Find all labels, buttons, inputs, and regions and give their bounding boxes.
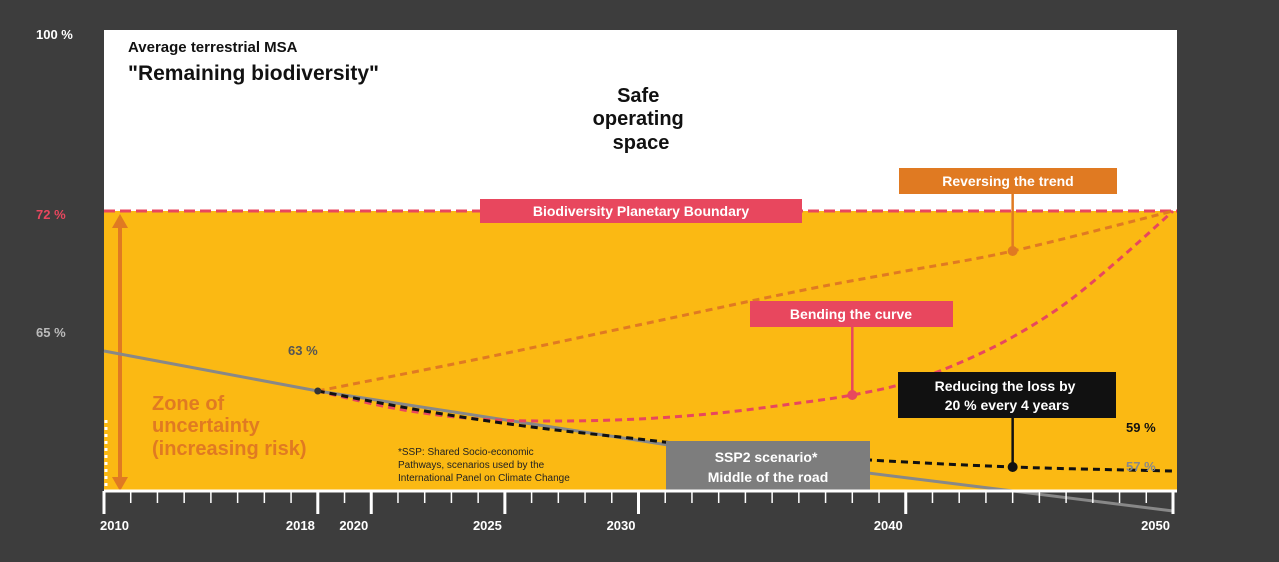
boundary-label: Biodiversity Planetary Boundary [533, 203, 750, 219]
uncertainty-label-line: (increasing risk) [152, 438, 307, 460]
x-tick-label: 2040 [874, 518, 903, 533]
chart-title: Average terrestrial MSA [128, 39, 298, 56]
x-tick-label: 2010 [100, 518, 129, 533]
callout-ssp2-bg [666, 441, 870, 491]
callout-reversing-label: Reversing the trend [942, 173, 1073, 189]
y-label-65: 65 % [36, 325, 66, 340]
callout-reversing: Reversing the trend [899, 168, 1117, 194]
callout-reducing-bg [898, 372, 1116, 418]
callout-bending: Bending the curve [750, 301, 953, 327]
safe-space-label-line: space [613, 132, 670, 154]
uncertainty-label-line: Zone of [152, 393, 225, 415]
callout-ssp2-line: SSP2 scenario* [715, 449, 818, 465]
start-point-marker [314, 387, 322, 395]
start-value-label: 63 % [288, 343, 318, 358]
callout-ssp2-label: SSP2 scenario* Middle of the road [708, 449, 829, 485]
callout-bending-label: Bending the curve [790, 306, 912, 322]
callout-ssp2: SSP2 scenario* Middle of the road [666, 441, 870, 491]
chart-subtitle: "Remaining biodiversity" [128, 62, 379, 85]
y-label-72: 72 % [36, 207, 66, 222]
ssp-footnote: *SSP: Shared Socio-economic Pathways, sc… [398, 447, 570, 484]
boundary-label-bg [480, 199, 802, 223]
uncertainty-zone-label: Zone of uncertainty (increasing risk) [152, 393, 307, 460]
x-axis: 2010 2018 2020 2025 2030 2040 2050 [100, 489, 1177, 533]
x-tick-label: 2030 [607, 518, 636, 533]
uncertainty-zone-area [104, 211, 1177, 491]
callout-reducing-line: 20 % every 4 years [945, 397, 1070, 413]
x-tick-label: 2018 [286, 518, 315, 533]
x-tick-label: 2025 [473, 518, 502, 533]
boundary-label-box: Biodiversity Planetary Boundary [480, 199, 802, 223]
series-line-bending-the-curve [317, 209, 1175, 423]
uncertainty-label-line: uncertainty [152, 415, 261, 437]
safe-space-label: Safe operating space [593, 85, 690, 154]
callout-reducing-line: Reducing the loss by [935, 378, 1076, 394]
series-marker-reversing-the-trend [1007, 246, 1018, 256]
uncertainty-arrow [112, 214, 128, 491]
footnote-line: Pathways, scenarios used by the [398, 460, 545, 471]
series-marker-reducing-the-loss-by [1007, 462, 1018, 472]
footnote-line: *SSP: Shared Socio-economic [398, 447, 534, 458]
callout-bending-bg [750, 301, 953, 327]
series-line-ssp2-scenario [103, 349, 1174, 513]
callout-reducing: Reducing the loss by 20 % every 4 years [898, 372, 1116, 418]
end-value-label-ssp2: 57 % [1126, 459, 1156, 474]
callout-ssp2-line: Middle of the road [708, 469, 829, 485]
x-tick-label: 2020 [339, 518, 368, 533]
y-label-100: 100 % [36, 27, 73, 42]
safe-space-label-line: operating [593, 108, 684, 130]
callout-reducing-label: Reducing the loss by 20 % every 4 years [935, 378, 1080, 413]
safe-space-label-line: Safe [617, 85, 659, 107]
x-tick-label: 2050 [1141, 518, 1170, 533]
end-value-label-reducing: 59 % [1126, 420, 1156, 435]
footnote-line: International Panel on Climate Change [398, 473, 570, 484]
series-marker-bending-the-curve [847, 390, 858, 400]
callout-reversing-bg [899, 168, 1117, 194]
